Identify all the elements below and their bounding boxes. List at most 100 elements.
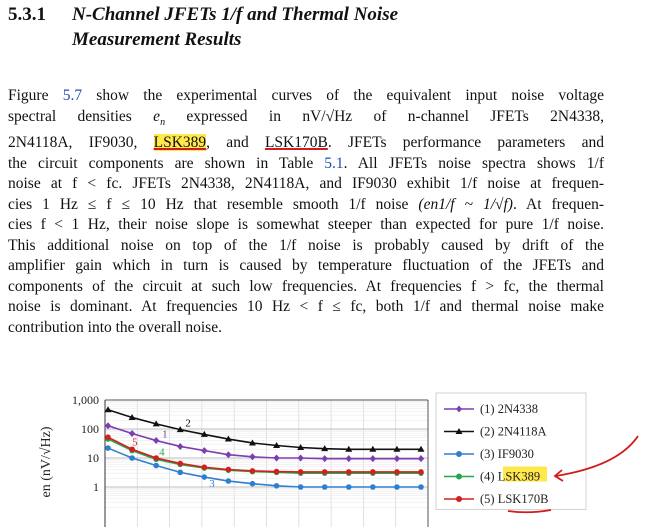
y-tick-label: 1 bbox=[93, 480, 99, 494]
hand-annotations bbox=[507, 435, 639, 514]
data-point bbox=[393, 445, 401, 452]
unit-expression: nV/√Hz bbox=[302, 107, 353, 125]
paragraph-line: noise is dominant. At frequencies 10 Hz … bbox=[8, 298, 604, 316]
data-point bbox=[249, 468, 256, 474]
legend-swatch-marker bbox=[455, 428, 463, 434]
paragraph-line: spectral densities en expressed in nV/√H… bbox=[8, 107, 604, 128]
chart-axes: 1,000 100 10 1 en (nV/√Hz) bbox=[39, 393, 429, 527]
data-point bbox=[200, 430, 208, 437]
data-point bbox=[417, 455, 425, 463]
data-point bbox=[152, 420, 160, 427]
data-point bbox=[394, 469, 400, 475]
table-link[interactable]: 5.1 bbox=[324, 154, 344, 172]
data-point bbox=[273, 468, 280, 475]
legend-highlight bbox=[503, 466, 547, 482]
data-point bbox=[345, 445, 353, 452]
legend-swatch-marker bbox=[456, 473, 462, 480]
data-point bbox=[224, 435, 232, 442]
paragraph-line: This additional noise on top of the 1/f … bbox=[8, 236, 604, 254]
data-point bbox=[394, 484, 400, 490]
data-point bbox=[105, 434, 111, 441]
data-point bbox=[248, 439, 256, 446]
data-point bbox=[297, 484, 304, 490]
underlined-lsk170b: LSK170B bbox=[264, 134, 328, 152]
y-tick-label: 100 bbox=[81, 422, 99, 436]
data-point bbox=[225, 466, 232, 473]
data-point bbox=[177, 442, 184, 450]
body-paragraph: Figure 5.7 show the experimental curves … bbox=[8, 86, 604, 338]
data-point bbox=[129, 455, 135, 461]
section-title-line1: N-Channel JFETs 1/f and Thermal Noise bbox=[72, 4, 399, 25]
section-title-line2: Measurement Results bbox=[72, 29, 242, 50]
data-point bbox=[128, 413, 136, 420]
legend-swatch-marker bbox=[456, 451, 462, 457]
curve-number-label: 2 bbox=[185, 418, 191, 430]
data-point bbox=[225, 451, 232, 459]
data-point bbox=[176, 426, 184, 433]
curve-number-label: 3 bbox=[209, 478, 215, 490]
data-point bbox=[249, 453, 256, 461]
data-point bbox=[152, 437, 160, 445]
legend-entry-label: (1) 2N4338 bbox=[480, 402, 538, 416]
paragraph-line: 2N4118A, IF9030, LSK389, and LSK170B. JF… bbox=[8, 134, 604, 152]
series-line bbox=[107, 436, 421, 473]
chart-series: 1 2 3 4 5 bbox=[104, 406, 425, 490]
data-point bbox=[345, 484, 352, 490]
series-line bbox=[107, 424, 421, 460]
data-point bbox=[104, 422, 112, 430]
legend-entry-label: (4) LSK389 bbox=[480, 470, 540, 484]
chart-legend: (1) 2N4338 (2) 2N4118A (3) IF9030 (4) LSK38… bbox=[435, 392, 587, 510]
data-point bbox=[297, 469, 304, 475]
annotation-arrowhead-icon bbox=[553, 469, 564, 482]
paragraph-line: cies 1 Hz ≤ f ≤ 10 Hz that resemble smoo… bbox=[8, 195, 604, 213]
y-tick-label: 10 bbox=[87, 451, 99, 465]
data-point bbox=[201, 447, 208, 455]
data-point bbox=[297, 444, 305, 451]
data-point bbox=[225, 478, 232, 484]
data-point bbox=[321, 469, 328, 475]
paragraph-line: amplifier gain which in turn is caused b… bbox=[8, 257, 604, 275]
data-point bbox=[321, 484, 328, 490]
legend-entry-label: (5) LSK170B bbox=[480, 492, 548, 506]
figure-link[interactable]: 5.7 bbox=[62, 87, 83, 104]
legend-box bbox=[435, 392, 587, 510]
data-point bbox=[273, 441, 281, 448]
legend-entry-label: (2) 2N4118A bbox=[480, 425, 547, 439]
data-point bbox=[177, 469, 184, 476]
data-point bbox=[418, 484, 424, 490]
section-heading: 5.3.1 N-Channel JFETs 1/f and Thermal Noi… bbox=[8, 2, 638, 52]
chart-grid bbox=[104, 399, 429, 527]
data-point bbox=[321, 445, 329, 452]
y-axis-label: en (nV/√Hz) bbox=[39, 426, 54, 497]
data-point bbox=[128, 429, 136, 437]
annotation-underline bbox=[507, 509, 552, 514]
legend-swatch-marker bbox=[456, 405, 462, 413]
data-point bbox=[345, 469, 352, 475]
y-tick-label: 1,000 bbox=[72, 393, 99, 407]
paragraph-line: noise at f < fc. JFETs 2N4338, 2N4118A, … bbox=[8, 175, 604, 193]
paragraph-line: cies f < 1 Hz, their noise slope is some… bbox=[8, 216, 604, 234]
data-point bbox=[153, 462, 159, 469]
legend-entry-label: (3) IF9030 bbox=[480, 447, 534, 461]
data-point bbox=[345, 455, 352, 463]
data-point bbox=[129, 446, 135, 453]
data-point bbox=[297, 454, 304, 462]
data-point bbox=[273, 454, 280, 462]
data-point bbox=[273, 482, 280, 489]
data-point bbox=[177, 460, 184, 467]
paragraph-line: components of the circuit at such low fr… bbox=[8, 277, 604, 295]
data-point bbox=[370, 484, 376, 490]
legend-swatch-marker bbox=[456, 496, 462, 502]
curve-number-label: 1 bbox=[162, 429, 168, 441]
data-point bbox=[104, 406, 112, 413]
data-point bbox=[201, 474, 208, 480]
noise-formula: (en1/f ~ 1/√f) bbox=[418, 195, 513, 213]
data-point bbox=[370, 469, 376, 475]
curve-number-label: 5 bbox=[132, 436, 138, 448]
section-number: 5.3.1 bbox=[8, 4, 46, 25]
highlighted-lsk389: LSK389 bbox=[153, 134, 207, 152]
series-line bbox=[107, 409, 421, 451]
